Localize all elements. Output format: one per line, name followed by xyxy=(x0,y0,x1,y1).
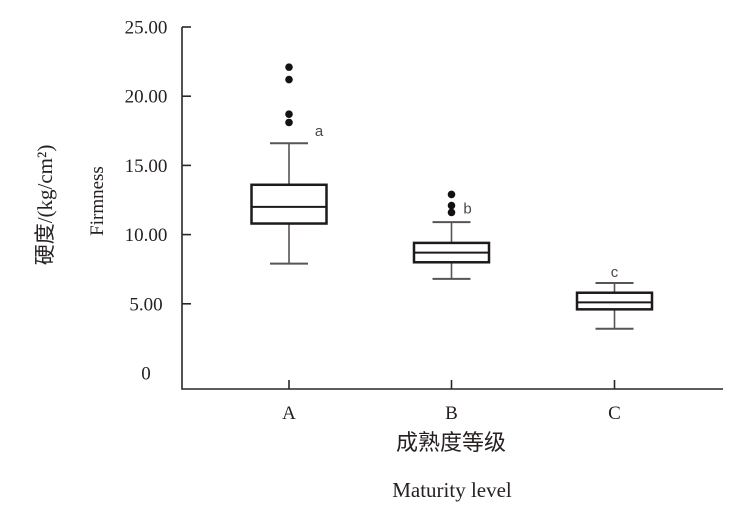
significance-letters: a b c xyxy=(315,123,619,281)
outlier-dot xyxy=(285,63,293,71)
outlier-dot xyxy=(447,208,456,217)
outlier-dot xyxy=(285,110,293,118)
x-axis-title-en: Maturity level xyxy=(392,478,512,502)
plot-area xyxy=(181,26,723,390)
y-tick-label: 25.00 xyxy=(125,18,168,39)
outlier-dot xyxy=(447,190,456,199)
y-axis-title-en: Firmness xyxy=(87,166,108,236)
outlier-dot xyxy=(285,75,293,84)
outlier-dot xyxy=(447,201,456,210)
x-category-label: A xyxy=(282,403,296,424)
y-tick-label: 0 xyxy=(141,364,151,385)
x-axis-category-labels: A B C xyxy=(282,403,621,424)
sig-letter: c xyxy=(611,264,619,281)
y-axis-title-zh: 硬度/(kg/cm²) xyxy=(33,145,57,266)
x-axis-title-zh: 成熟度等级 xyxy=(396,430,506,455)
outlier-dot xyxy=(285,118,293,127)
sig-letter: b xyxy=(463,200,471,217)
x-category-label: C xyxy=(608,403,621,424)
y-tick-label: 10.00 xyxy=(125,225,168,246)
y-axis-tick-labels: 0 5.00 10.00 15.00 20.00 25.00 xyxy=(125,18,168,385)
axis-spine xyxy=(181,27,723,390)
sig-letter: a xyxy=(315,123,324,140)
box-rect xyxy=(250,183,328,225)
y-tick-label: 15.00 xyxy=(125,156,168,177)
x-category-label: B xyxy=(445,403,458,424)
box-rect xyxy=(575,291,654,311)
y-tick-label: 20.00 xyxy=(125,87,168,108)
y-tick-label: 5.00 xyxy=(129,294,162,315)
